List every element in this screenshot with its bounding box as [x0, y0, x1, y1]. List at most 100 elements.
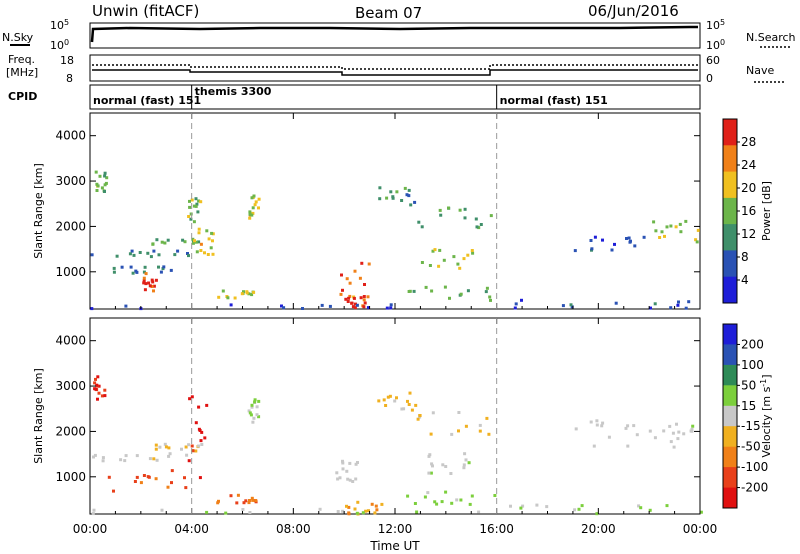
data-cell [180, 447, 183, 451]
data-cell [252, 416, 256, 420]
data-cell [112, 270, 116, 274]
data-cell [395, 396, 398, 400]
data-cell [103, 174, 107, 178]
data-cell [101, 456, 105, 460]
data-cell [211, 239, 214, 243]
data-cell [97, 384, 101, 388]
data-cell [493, 494, 497, 497]
nave-tick-top: 60 [706, 54, 720, 67]
data-cell [132, 253, 136, 257]
data-cell [92, 508, 96, 512]
data-cell [244, 499, 248, 503]
data-cell [100, 394, 104, 398]
data-cell [413, 502, 417, 505]
colorbar-tick-label: 16 [741, 204, 756, 218]
data-cell [129, 265, 133, 269]
data-cell [257, 399, 261, 403]
data-cell [601, 421, 605, 425]
data-cell [103, 190, 106, 193]
data-cell [477, 510, 481, 514]
data-cell [408, 391, 412, 395]
data-cell [405, 193, 409, 197]
data-cell [338, 476, 342, 480]
data-cell [190, 198, 194, 202]
data-cell [151, 280, 155, 284]
data-cell [251, 498, 255, 502]
data-cell [183, 476, 186, 480]
data-cell [613, 242, 616, 246]
velocity-axes: 00:00 04:00 08:00 12:00 16:00 20:00 00:00 1000 2… [55, 318, 717, 536]
data-cell [341, 467, 345, 471]
colorbar-swatch [723, 467, 737, 488]
data-cell [158, 445, 162, 449]
data-cell [689, 429, 693, 433]
data-cell [148, 457, 152, 461]
data-cell [211, 232, 215, 236]
data-cell [135, 475, 139, 479]
data-cell [152, 289, 155, 293]
data-cell [679, 230, 683, 234]
data-cell [144, 272, 148, 276]
data-cell [250, 403, 254, 407]
data-cell [639, 506, 643, 510]
data-cell [682, 432, 686, 436]
data-cell [151, 242, 155, 246]
data-cell [459, 292, 463, 296]
data-cell [248, 411, 252, 415]
freq-tick-bottom: 8 [66, 72, 73, 85]
data-cell [152, 284, 156, 288]
data-cell [226, 296, 230, 300]
nave-tick-bottom: 0 [706, 72, 713, 85]
colorbar-swatch [723, 344, 737, 366]
data-cell [186, 252, 189, 255]
data-cell [115, 254, 119, 258]
data-cell [341, 288, 344, 292]
data-cell [203, 436, 207, 440]
y-tick-label: 1000 [55, 265, 86, 279]
data-cell [254, 499, 258, 503]
data-cell [428, 264, 432, 267]
data-cell [675, 422, 678, 426]
data-cell [216, 501, 220, 505]
nsky-frame [89, 22, 701, 49]
colorbar-swatch [723, 171, 737, 199]
data-cell [406, 494, 410, 498]
data-cell [457, 411, 461, 414]
colorbar-tick-label: 50 [741, 378, 756, 392]
data-cell [488, 295, 492, 299]
data-cell [194, 197, 198, 201]
data-cell [255, 413, 259, 417]
data-cell [241, 508, 245, 511]
data-cell [355, 511, 359, 515]
data-cell [242, 501, 246, 505]
data-cell [199, 200, 203, 204]
data-cell [191, 449, 195, 453]
data-cell [252, 290, 256, 294]
data-cell [658, 236, 662, 239]
data-cell [400, 407, 404, 411]
data-cell [149, 255, 153, 259]
data-cell [589, 420, 593, 424]
data-cell [192, 204, 196, 208]
data-cell [695, 240, 699, 244]
data-cell [593, 235, 597, 239]
data-cell [426, 491, 430, 495]
data-cell [388, 394, 392, 398]
colorbar-swatch [723, 276, 737, 304]
data-cell [328, 304, 332, 308]
data-cell [160, 240, 164, 244]
data-cell [471, 251, 475, 255]
data-cell [95, 189, 99, 192]
date-title: 06/Jun/2016 [588, 2, 679, 20]
data-cell [450, 501, 454, 505]
data-cell [159, 270, 163, 274]
data-cell [142, 279, 146, 283]
data-cell [195, 202, 199, 206]
data-cell [592, 444, 596, 448]
data-cell [677, 300, 680, 304]
velocity-colorbar-label-text: Velocity [m s [760, 386, 773, 457]
data-cell [649, 306, 652, 310]
data-cell [509, 504, 512, 508]
data-cell [353, 507, 357, 511]
data-cell [240, 292, 244, 296]
